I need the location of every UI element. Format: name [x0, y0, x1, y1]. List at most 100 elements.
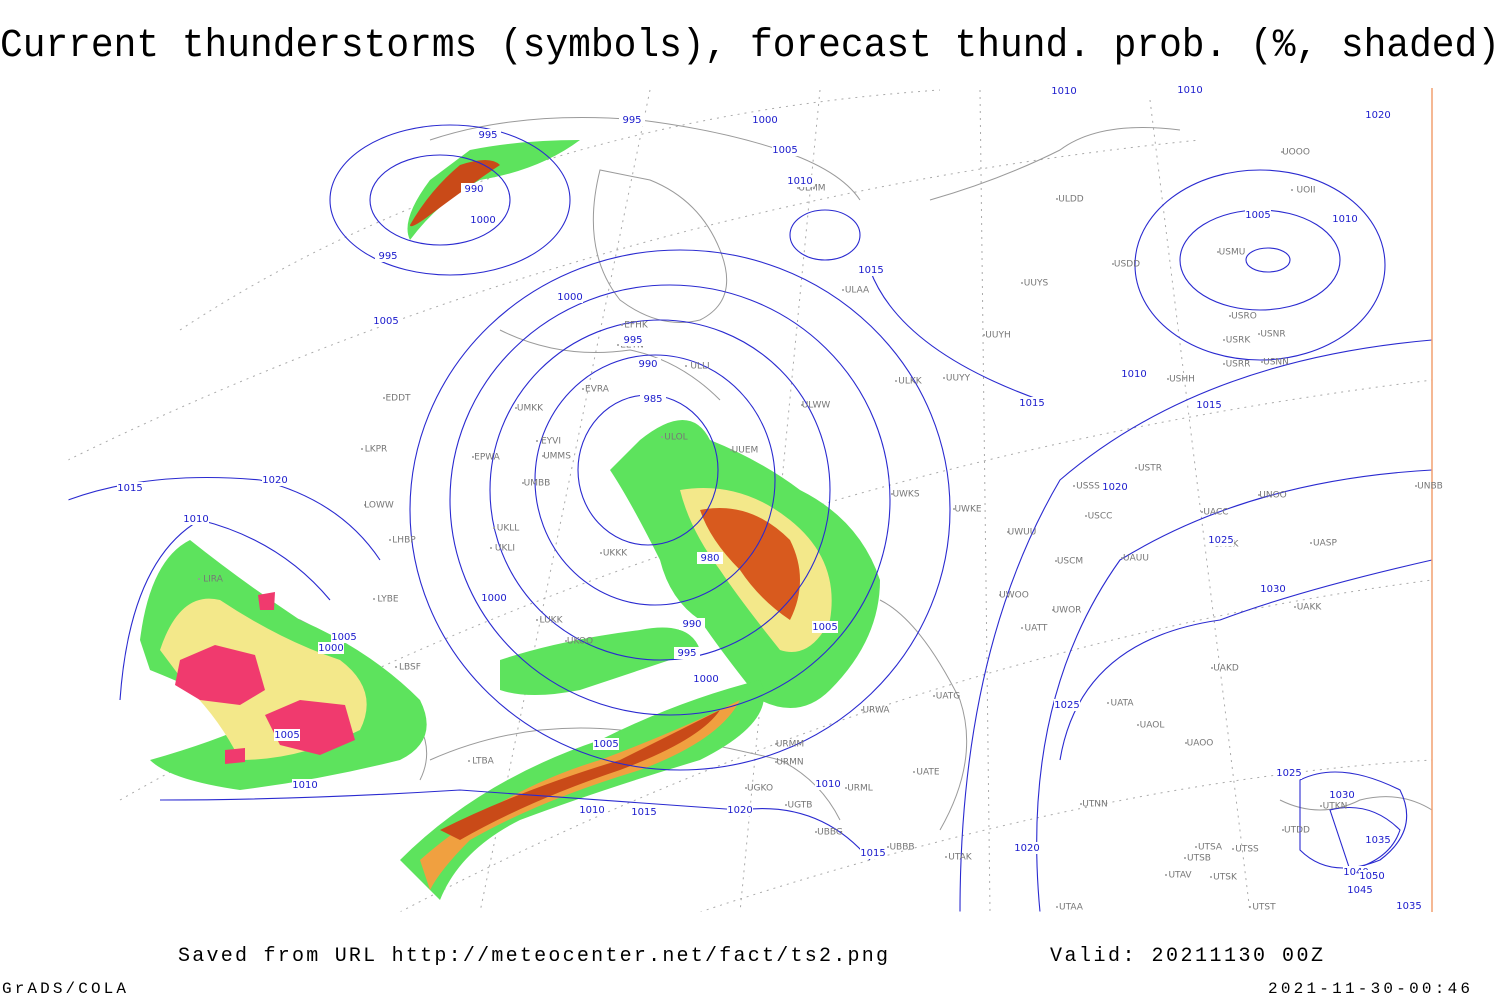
isobar-label-bg [373, 315, 399, 327]
coastline [429, 117, 861, 201]
station-code: UGTB [788, 801, 813, 811]
station-code: LTBA [472, 757, 494, 767]
isobar-label: 1005 [331, 632, 356, 643]
station-dot [1258, 494, 1260, 496]
isobar-label-bg [1329, 789, 1355, 801]
isobar-label-bg [1332, 213, 1358, 225]
station-code: UAKK [1297, 603, 1323, 613]
station-dot [983, 334, 985, 336]
graticule-line [119, 379, 1433, 801]
isobar [959, 339, 1433, 913]
station-dot [536, 440, 538, 442]
station-dot [582, 388, 584, 390]
station-code: UAOL [1140, 721, 1165, 731]
isobar-label: 1010 [292, 780, 317, 791]
isobar-label-bg [117, 482, 143, 494]
coastline [499, 329, 721, 401]
isobar-label-bg [1019, 397, 1045, 409]
station-dot [953, 508, 955, 510]
isobars [67, 124, 1433, 913]
isobar-label: 995 [478, 130, 497, 141]
isobar-label: 995 [677, 648, 696, 659]
isobar-label-bg [860, 847, 886, 859]
prob-high [700, 508, 800, 620]
station-code: UAOO [1187, 739, 1214, 749]
station-code: UTSB [1187, 854, 1211, 864]
station-code: UWKS [892, 490, 919, 500]
station-dot [472, 456, 474, 458]
isobar [789, 209, 861, 261]
station-dot [861, 709, 863, 711]
station-code: URML [847, 784, 873, 794]
station-code: URMM [776, 740, 804, 750]
isobar-label: 1015 [1019, 398, 1044, 409]
station-code: UKKK [603, 549, 628, 559]
station-code: UGKO [747, 784, 773, 794]
station-dot [1223, 363, 1225, 365]
station-code: UUYY [946, 374, 971, 384]
station-dot [1195, 846, 1197, 848]
isobar-label: 1020 [1365, 110, 1390, 121]
isobar-label: 1015 [1196, 400, 1221, 411]
station-code: URWA [862, 706, 890, 716]
station-dot [361, 448, 363, 450]
station-dot [1007, 531, 1009, 533]
station-dot [1056, 906, 1058, 908]
station-code: LHBP [392, 536, 416, 546]
isobar-label: 1015 [858, 265, 883, 276]
station-dot [945, 856, 947, 858]
station-code: UTAV [1168, 871, 1192, 881]
station-code: USNR [1260, 330, 1285, 340]
isobar-label: 995 [622, 115, 641, 126]
isobar-label-bg [812, 621, 838, 633]
station-dot [1281, 151, 1283, 153]
isobar [489, 319, 831, 661]
isobar-label: 1010 [787, 176, 812, 187]
station-dot [1056, 198, 1058, 200]
prob-low [500, 627, 700, 695]
isobar-label: 985 [643, 394, 662, 405]
isobar-label: 1005 [1245, 210, 1270, 221]
station-code: UUYH [985, 331, 1010, 341]
station-code: UACC [1203, 508, 1228, 518]
station-dot [1294, 606, 1296, 608]
station-code: EYVI [541, 437, 561, 447]
station-code: UATT [1025, 624, 1048, 634]
station-dot [468, 760, 470, 762]
isobar-label-bg [1208, 534, 1234, 546]
station-code: LYBE [377, 595, 398, 605]
isobar-label-bg [815, 778, 841, 790]
station-dot [1282, 829, 1284, 831]
station-code: EPWA [474, 453, 501, 463]
graticule-line [699, 759, 1433, 913]
station-dot [493, 527, 495, 529]
station-dot [1184, 857, 1186, 859]
isobar-label: 1010 [1332, 214, 1357, 225]
station-dot [1320, 805, 1322, 807]
map-labels: EFHKEETNEVRAUMKKEYVIUMMSEPWAUMBBUUEMULLI… [117, 84, 1443, 913]
isobar-label-bg [593, 738, 619, 750]
station-code: UMBB [524, 479, 551, 489]
station-code: EDDT [385, 394, 411, 404]
coastline [879, 599, 968, 831]
station-code: UTKN [1323, 802, 1348, 812]
station-dot [785, 804, 787, 806]
isobar-label-bg [1121, 368, 1147, 380]
station-dot [522, 482, 524, 484]
station-dot [1055, 560, 1057, 562]
isobar-label: 1045 [1347, 885, 1372, 896]
station-dot [1112, 263, 1114, 265]
isobar-label-bg [331, 631, 357, 643]
station-dot [621, 324, 623, 326]
station-code: ULKK [898, 377, 923, 387]
isobar-label: 1000 [481, 593, 506, 604]
isobar-label-bg [1365, 834, 1391, 846]
station-code: UATG [936, 692, 961, 702]
station-dot [999, 594, 1001, 596]
station-code: UTDD [1284, 826, 1310, 836]
isobar-label-bg [461, 183, 487, 195]
isobar-label-bg [619, 114, 645, 126]
isobar-label-bg [1276, 767, 1302, 779]
station-code: UWUU [1008, 528, 1037, 538]
station-dot [536, 619, 538, 621]
